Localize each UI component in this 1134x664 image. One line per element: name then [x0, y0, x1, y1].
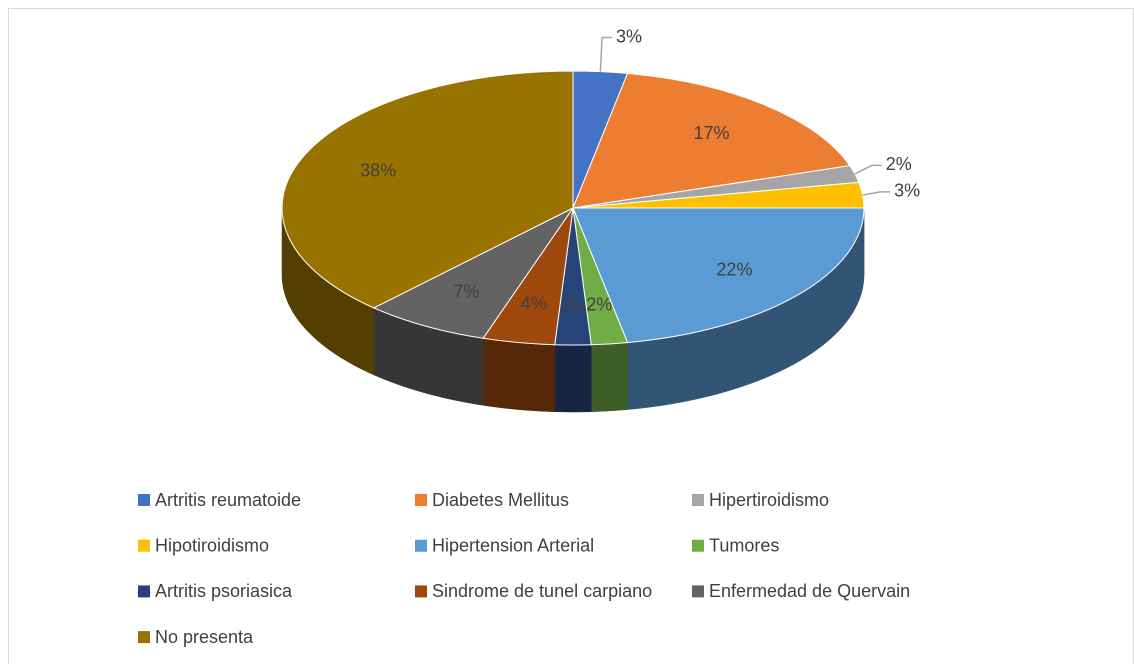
legend-swatch — [692, 585, 704, 598]
data-label: 22% — [716, 260, 752, 280]
data-label: 4% — [521, 294, 547, 314]
legend-label: Hipertension Arterial — [432, 535, 594, 555]
legend-label: Diabetes Mellitus — [432, 490, 569, 510]
legend-label: Enfermedad de Quervain — [709, 581, 910, 601]
data-label: 3% — [616, 26, 642, 46]
leader-line — [854, 164, 882, 175]
slice-side — [482, 338, 555, 412]
legend-label: Hipotiroidismo — [155, 535, 269, 555]
legend-label: Hipertiroidismo — [709, 490, 829, 510]
leader-line — [862, 191, 891, 196]
data-label: 17% — [694, 123, 730, 143]
legend-label: Sindrome de tunel carpiano — [432, 581, 652, 601]
legend-swatch — [692, 539, 704, 552]
data-label: 2% — [886, 154, 912, 174]
legend-swatch — [138, 494, 150, 506]
legend-swatch — [415, 585, 427, 598]
slice — [372, 207, 574, 339]
slice-side — [554, 344, 592, 413]
data-label: 2% — [560, 295, 586, 315]
legend-swatch — [692, 494, 704, 506]
legend-label: No presenta — [155, 627, 254, 647]
legend-swatch — [415, 494, 427, 506]
data-label: 7% — [453, 282, 479, 302]
legend-label: Artritis reumatoide — [155, 490, 301, 510]
data-label: 38% — [360, 160, 396, 180]
legend-swatch — [415, 539, 427, 552]
legend-swatch — [138, 631, 150, 644]
slice — [572, 207, 865, 344]
legend-swatch — [138, 539, 150, 552]
data-label: 3% — [894, 181, 920, 201]
data-label: 2% — [586, 295, 612, 315]
slice-side — [591, 342, 628, 412]
leader-line — [599, 36, 613, 72]
slice — [281, 70, 574, 309]
slice — [572, 72, 851, 209]
legend-label: Tumores — [709, 535, 779, 555]
legend-label: Artritis psoriasica — [155, 581, 293, 601]
legend-swatch — [138, 585, 150, 598]
